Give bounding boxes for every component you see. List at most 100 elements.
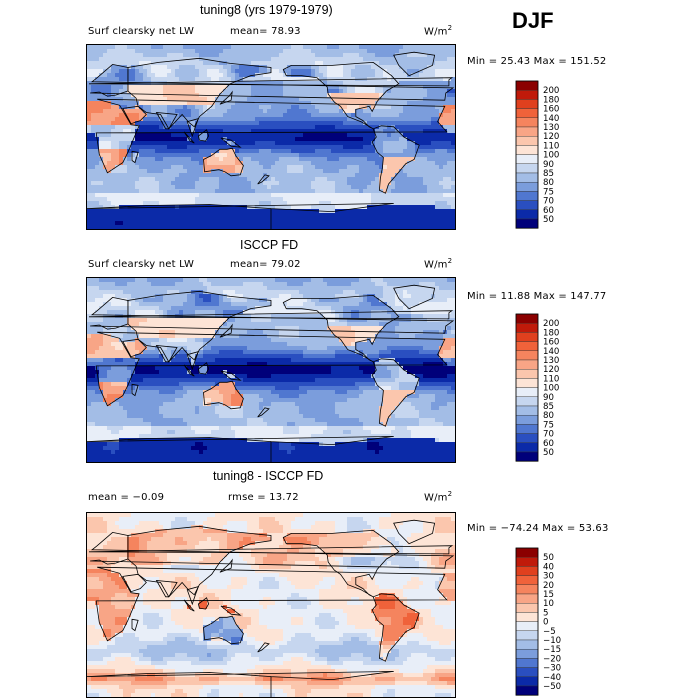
colorbar-tick-label: 50 bbox=[543, 448, 554, 458]
colorbar-tick-label: −50 bbox=[543, 682, 561, 692]
colorbar-swatch bbox=[515, 396, 539, 407]
colorbar-tick-label: 90 bbox=[543, 393, 554, 403]
coastline-asia bbox=[127, 290, 272, 363]
coastline-asia bbox=[127, 525, 272, 598]
coastline-newguinea bbox=[220, 370, 242, 381]
coastline-india bbox=[155, 112, 178, 130]
coastline-japan bbox=[219, 323, 233, 338]
colorbar-swatch bbox=[515, 442, 539, 453]
colorbar-swatch bbox=[515, 593, 539, 604]
panel1-title: tuning8 (yrs 1979-1979) bbox=[200, 3, 333, 17]
colorbar-tick-label: 50 bbox=[543, 215, 554, 225]
colorbar-swatch bbox=[515, 556, 539, 567]
field-cells bbox=[87, 278, 455, 462]
colorbar-swatch bbox=[515, 667, 539, 677]
colorbar-swatch bbox=[515, 99, 539, 109]
colorbar-swatch bbox=[515, 145, 539, 155]
colorbar-swatch bbox=[515, 648, 539, 659]
panel2-colorbar: 200 180 160 140 130 120 110 100 90 85 80 75 70 60 50 bbox=[515, 313, 575, 462]
colorbar-swatch bbox=[515, 433, 539, 443]
coastline-namer bbox=[282, 61, 400, 130]
colorbar-swatch bbox=[515, 341, 539, 352]
colorbar-tick-label: 200 bbox=[543, 86, 559, 96]
coastline-madagascar bbox=[131, 383, 139, 397]
colorbar-tick-label: 15 bbox=[543, 590, 554, 600]
colorbar-swatch bbox=[515, 322, 539, 333]
colorbar-swatch bbox=[515, 451, 539, 462]
colorbar-tick-label: 40 bbox=[543, 562, 554, 572]
colorbar-tick-label: 160 bbox=[543, 338, 559, 348]
panel3-title: tuning8 - ISCCP FD bbox=[213, 469, 324, 483]
colorbar-swatch bbox=[515, 163, 539, 174]
coastline-samer bbox=[371, 125, 420, 194]
colorbar-tick-label: 70 bbox=[543, 430, 554, 440]
colorbar-swatch bbox=[515, 332, 539, 342]
colorbar-tick-label: 80 bbox=[543, 411, 554, 421]
colorbar-swatch bbox=[515, 89, 539, 100]
coastline-india bbox=[155, 345, 178, 363]
colorbar-tick-label: 110 bbox=[543, 141, 559, 151]
coastline-madagascar bbox=[131, 150, 139, 164]
panel3-map bbox=[86, 512, 456, 698]
colorbar-tick-label: −40 bbox=[543, 673, 561, 683]
panel3-colorbar: 50 40 30 20 15 10 5 0 −5 −10 −15 −20 −30 −40 −50 bbox=[515, 547, 575, 696]
colorbar-tick-label: 100 bbox=[543, 384, 559, 394]
coastline-asia bbox=[127, 57, 272, 130]
colorbar-swatch bbox=[515, 612, 539, 622]
colorbar-swatch bbox=[515, 630, 539, 641]
colorbar-tick-label: 85 bbox=[543, 169, 554, 179]
colorbar-swatch bbox=[515, 414, 539, 425]
coastline-japan bbox=[219, 90, 233, 105]
coastline-australia bbox=[203, 147, 244, 177]
coastline-seasia bbox=[186, 118, 200, 138]
coastline-uk bbox=[88, 77, 454, 87]
panel3-rmse: rmse = 13.72 bbox=[228, 492, 299, 503]
colorbar-tick-label: 140 bbox=[543, 114, 559, 124]
coastline-arabia bbox=[122, 573, 147, 593]
colorbar-tick-label: 90 bbox=[543, 160, 554, 170]
colorbar-swatch bbox=[515, 405, 539, 416]
coastline-uk bbox=[88, 310, 454, 320]
colorbar-swatch bbox=[515, 603, 539, 613]
colorbar-swatch bbox=[515, 200, 539, 210]
colorbar-swatch bbox=[515, 584, 539, 595]
panel1-mean: mean= 78.93 bbox=[230, 26, 301, 37]
coastline-antarctica bbox=[87, 671, 394, 697]
coastline-newguinea bbox=[220, 137, 242, 148]
colorbar-swatch bbox=[515, 117, 539, 128]
field-cells bbox=[87, 513, 455, 697]
colorbar-tick-label: 75 bbox=[543, 420, 554, 430]
colorbar-swatch bbox=[515, 387, 539, 397]
coastline-samer bbox=[371, 358, 420, 427]
colorbar-tick-label: −20 bbox=[543, 654, 561, 664]
coastline-indonesia1 bbox=[183, 131, 195, 144]
coastline-antarctica bbox=[87, 436, 394, 462]
colorbar-tick-label: 60 bbox=[543, 206, 554, 216]
coastline-borneo bbox=[197, 597, 210, 610]
colorbar-tick-label: 100 bbox=[543, 151, 559, 161]
panel2-map bbox=[86, 277, 456, 463]
coastline-uk bbox=[88, 545, 454, 555]
coastline-seasia bbox=[186, 351, 200, 371]
colorbar-tick-label: 20 bbox=[543, 581, 554, 591]
coastline-namer bbox=[282, 529, 400, 598]
colorbar-tick-label: 10 bbox=[543, 599, 554, 609]
colorbar-tick-label: 30 bbox=[543, 572, 554, 582]
panel1-units: W/m2 bbox=[424, 24, 453, 38]
coastline-nz bbox=[257, 174, 270, 185]
colorbar-tick-label: 200 bbox=[543, 319, 559, 329]
colorbar-swatch bbox=[515, 676, 539, 687]
panel2-variable: Surf clearsky net LW bbox=[88, 259, 195, 270]
panel2-minmax: Min = 11.88 Max = 147.77 bbox=[467, 291, 607, 302]
colorbar-tick-label: −10 bbox=[543, 636, 561, 646]
colorbar-swatch bbox=[515, 191, 539, 201]
colorbar-swatch bbox=[515, 378, 539, 388]
colorbar-swatch bbox=[515, 424, 539, 434]
colorbar-swatch bbox=[515, 566, 539, 576]
coastline-australia bbox=[203, 615, 244, 645]
coastline-arabia bbox=[122, 105, 147, 125]
panel3-units: W/m2 bbox=[424, 490, 453, 504]
colorbar-tick-label: 120 bbox=[543, 132, 559, 142]
colorbar-tick-label: 180 bbox=[543, 95, 559, 105]
